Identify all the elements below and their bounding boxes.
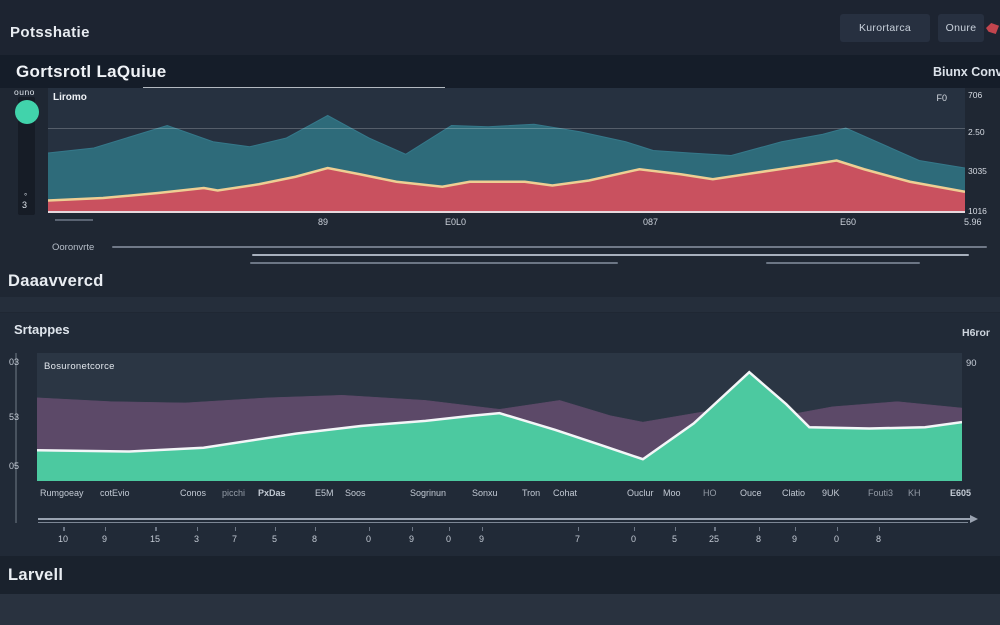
ruler-tick: 5 xyxy=(672,527,678,544)
ruler-tick: 9 xyxy=(792,527,798,544)
chart1-x-label: E60 xyxy=(840,217,857,227)
ruler-tick: 15 xyxy=(150,527,161,544)
top-bar: Potsshatie Kurortarca Onure xyxy=(0,0,1000,55)
chart2-x-label: 9UK xyxy=(822,488,840,498)
chart1-x-tick-segment xyxy=(55,219,93,221)
ruler-tick: 9 xyxy=(102,527,108,544)
chart2-series-label: Bosuronetcorce xyxy=(44,361,115,372)
topbar-button-1[interactable]: Kurortarca xyxy=(840,14,930,42)
chart2-x-label: Moo xyxy=(663,488,681,498)
ruler-tick: 9 xyxy=(409,527,415,544)
chart2-x-label: E5M xyxy=(315,488,334,498)
panel1-header xyxy=(0,55,1000,88)
chart1-x-label: E0L0 xyxy=(445,217,467,227)
topbar-button-2[interactable]: Onure xyxy=(938,14,984,42)
slider-label: ouno xyxy=(14,87,35,97)
chart2-x-label: HO xyxy=(703,488,717,498)
skeleton-line xyxy=(252,254,969,256)
section-heading-2: Larvell xyxy=(8,566,64,584)
section2-footer-strip xyxy=(0,556,1000,594)
vertical-slider-track[interactable] xyxy=(18,97,35,215)
ruler-tick: 3 xyxy=(194,527,200,544)
ruler-tick: 10 xyxy=(58,527,69,544)
chart2-y-label: 03 xyxy=(9,357,20,367)
panel1-subtitle-right: Biunx Conve xyxy=(933,65,1000,79)
ruler-tick: 0 xyxy=(366,527,372,544)
bottom-bar: ScomoceQiuures °C xyxy=(0,594,1000,625)
chart2-x-label: Cohat xyxy=(553,488,578,498)
ruler-tick: 5 xyxy=(272,527,278,544)
chart2-x-label: Soos xyxy=(345,488,366,498)
chart1-series-label: Liromo xyxy=(53,92,87,103)
area-chart-2[interactable]: Bosuronetcorce xyxy=(37,353,962,481)
chart2-x-label: cotEvio xyxy=(100,488,130,498)
ruler-arrowhead-icon xyxy=(970,515,978,523)
ruler-tick: 25 xyxy=(709,527,720,544)
ruler-tick: 8 xyxy=(876,527,882,544)
area-chart-1-canvas xyxy=(48,88,965,213)
chart1-corner-label: F0 xyxy=(936,93,947,103)
chart2-x-label: PxDas xyxy=(258,488,286,498)
chart2-x-label: Ouce xyxy=(740,488,762,498)
ruler-line xyxy=(38,518,975,520)
ruler-tick: 8 xyxy=(312,527,318,544)
chart1-gridline xyxy=(48,128,965,129)
slider-dot-mark: ° xyxy=(24,192,28,201)
chart1-baseline xyxy=(48,210,965,213)
chart2-y-label-right: 90 xyxy=(966,358,977,369)
chart2-x-label: KH xyxy=(908,488,921,498)
chart1-y-label: 2.50 xyxy=(968,127,985,137)
ruler-tick: 0 xyxy=(446,527,452,544)
ruler-tick: 0 xyxy=(631,527,637,544)
divider-band xyxy=(0,297,1000,312)
skeleton-line xyxy=(112,246,987,248)
chart1-x-label: 5.96 xyxy=(964,217,982,227)
ruler-tick: 7 xyxy=(575,527,581,544)
app-title: Potsshatie xyxy=(10,24,90,41)
panel1-title: Gortsrotl LaQuiue xyxy=(16,62,167,81)
chart1-y-label: 706 xyxy=(968,90,983,100)
chart2-x-label: Sonxu xyxy=(472,488,498,498)
section2-label-right: H6ror xyxy=(962,327,991,339)
alert-icon[interactable] xyxy=(986,23,999,34)
chart2-x-label: picchi xyxy=(222,488,246,498)
chart2-x-label: Fouti3 xyxy=(868,488,894,498)
chart2-x-label: E605 xyxy=(950,488,972,498)
section2-label: Srtappes xyxy=(14,322,70,337)
chart2-y-axis-line xyxy=(15,353,17,523)
chart1-x-label: 89 xyxy=(318,217,329,227)
section-heading-1: Daaavvercd xyxy=(8,272,104,290)
chart2-x-label: Rumgoeay xyxy=(40,488,84,498)
skeleton-line xyxy=(250,262,618,264)
area-chart-2-canvas xyxy=(37,353,962,481)
ruler-tick: 0 xyxy=(834,527,840,544)
ruler-tick: 9 xyxy=(479,527,485,544)
chart2-x-label: Clatio xyxy=(782,488,806,498)
chart2-x-label: Conos xyxy=(180,488,207,498)
chart2-y-label: 05 xyxy=(9,461,20,471)
chart2-x-label: Tron xyxy=(522,488,541,498)
slider-value: 3 xyxy=(22,200,28,210)
vertical-slider-knob[interactable] xyxy=(15,100,39,124)
chart2-y-label: 53 xyxy=(9,412,20,422)
chart2-x-label: Sogrinun xyxy=(410,488,447,498)
skeleton-line xyxy=(766,262,920,264)
chart2-x-label: Ouclur xyxy=(627,488,654,498)
chart1-y-label: 1016 xyxy=(968,206,987,216)
chart1-x-label: 087 xyxy=(643,217,659,227)
ruler-line xyxy=(38,521,968,523)
ruler-tick: 8 xyxy=(756,527,762,544)
skeleton-row-label: Ooronvrte xyxy=(52,242,95,253)
area-chart-1[interactable]: Liromo F0 xyxy=(48,88,965,213)
chart1-y-label: 3035 xyxy=(968,166,987,176)
ruler-tick: 7 xyxy=(232,527,238,544)
